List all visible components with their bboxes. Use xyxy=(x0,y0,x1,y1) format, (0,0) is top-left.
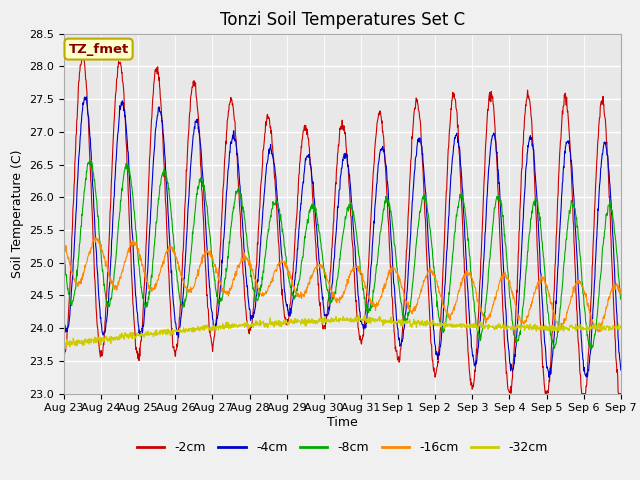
-32cm xyxy=(552,324,559,330)
-16cm xyxy=(246,267,254,273)
-2cm xyxy=(78,47,86,53)
-32cm xyxy=(362,312,369,318)
-4cm xyxy=(545,375,553,381)
-4cm xyxy=(184,204,192,209)
-16cm xyxy=(502,272,509,278)
-8cm xyxy=(88,157,95,163)
-32cm xyxy=(246,324,254,329)
-2cm xyxy=(246,327,254,333)
-8cm xyxy=(171,249,179,254)
-32cm xyxy=(171,327,179,333)
-2cm xyxy=(502,360,509,366)
-2cm xyxy=(429,363,437,369)
-2cm xyxy=(617,391,625,396)
-8cm xyxy=(246,267,254,273)
-16cm xyxy=(429,270,437,276)
-2cm xyxy=(171,348,179,354)
X-axis label: Time: Time xyxy=(327,416,358,429)
-16cm xyxy=(92,235,100,240)
-4cm xyxy=(171,312,179,318)
-16cm xyxy=(60,241,68,247)
-4cm xyxy=(617,367,625,373)
-16cm xyxy=(184,289,192,295)
-16cm xyxy=(596,329,604,335)
-8cm xyxy=(588,347,595,352)
-32cm xyxy=(60,340,68,346)
Title: Tonzi Soil Temperatures Set C: Tonzi Soil Temperatures Set C xyxy=(220,11,465,29)
-32cm xyxy=(617,323,625,329)
Line: -4cm: -4cm xyxy=(64,97,621,378)
Line: -2cm: -2cm xyxy=(64,50,621,394)
-16cm xyxy=(551,312,559,317)
-32cm xyxy=(184,327,192,333)
Text: TZ_fmet: TZ_fmet xyxy=(68,43,129,56)
-8cm xyxy=(429,257,437,263)
-2cm xyxy=(184,134,192,140)
-4cm xyxy=(83,94,90,100)
-2cm xyxy=(60,347,68,352)
-32cm xyxy=(429,318,437,324)
-2cm xyxy=(541,391,549,396)
-16cm xyxy=(617,290,625,296)
Y-axis label: Soil Temperature (C): Soil Temperature (C) xyxy=(11,149,24,278)
-8cm xyxy=(551,342,559,348)
-32cm xyxy=(502,325,510,331)
-4cm xyxy=(429,319,437,325)
-2cm xyxy=(552,260,559,265)
-4cm xyxy=(502,307,509,312)
Legend: -2cm, -4cm, -8cm, -16cm, -32cm: -2cm, -4cm, -8cm, -16cm, -32cm xyxy=(132,436,553,459)
Line: -16cm: -16cm xyxy=(64,238,621,332)
-8cm xyxy=(502,243,509,249)
-4cm xyxy=(60,323,68,328)
-8cm xyxy=(60,245,68,251)
Line: -32cm: -32cm xyxy=(64,315,621,349)
-4cm xyxy=(552,311,559,317)
-4cm xyxy=(246,317,254,323)
Line: -8cm: -8cm xyxy=(64,160,621,349)
-16cm xyxy=(171,252,179,258)
-8cm xyxy=(184,278,192,284)
-32cm xyxy=(61,346,68,352)
-8cm xyxy=(617,297,625,302)
